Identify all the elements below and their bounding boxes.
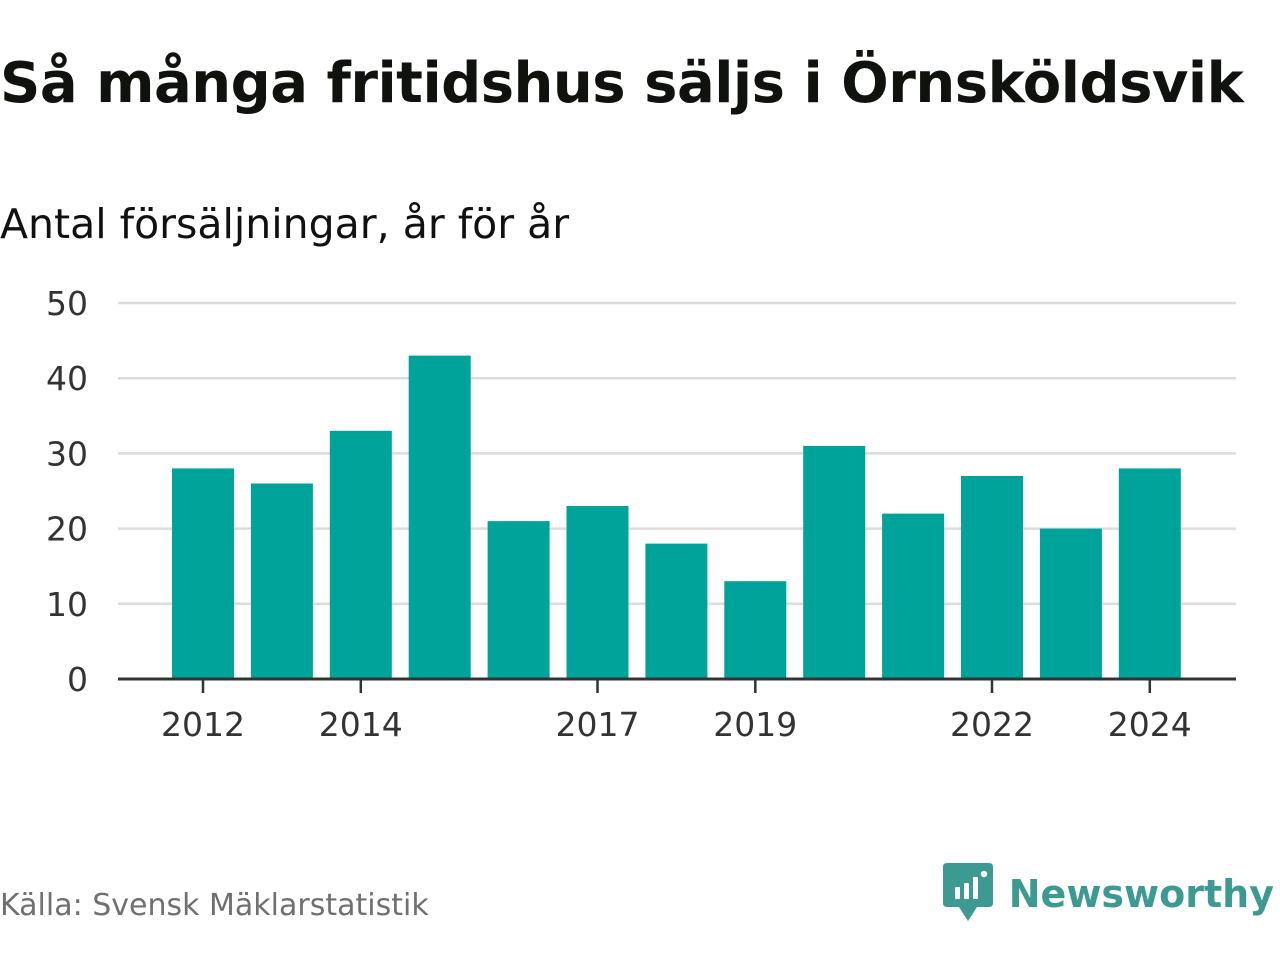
x-axis: 2012 2014 2017 2019 2022 2024 bbox=[118, 677, 1236, 744]
x-tick-label: 2024 bbox=[1108, 705, 1192, 744]
bar-2021 bbox=[882, 513, 945, 679]
bar-2013 bbox=[250, 483, 313, 679]
bar-2016 bbox=[487, 521, 550, 679]
bar-2018 bbox=[645, 543, 708, 679]
chart-title: Så många fritidshus säljs i Örnsköldsvik bbox=[0, 51, 1244, 116]
bar-2014 bbox=[329, 430, 392, 679]
bar-2022 bbox=[961, 476, 1023, 679]
x-tick-label: 2017 bbox=[556, 705, 640, 744]
y-tick-label: 40 bbox=[46, 359, 88, 398]
bar-2024 bbox=[1118, 468, 1181, 679]
brand-logo: Newsworthy bbox=[942, 862, 1274, 926]
x-tick-label: 2014 bbox=[319, 705, 403, 744]
brand-name: Newsworthy bbox=[1008, 872, 1274, 916]
source-note: Källa: Svensk Mäklarstatistik bbox=[0, 888, 429, 923]
bar-2017 bbox=[566, 506, 629, 679]
y-tick-label: 20 bbox=[46, 510, 88, 549]
bar-2015 bbox=[408, 355, 471, 679]
bar-2023 bbox=[1039, 528, 1102, 679]
y-tick-label: 50 bbox=[46, 284, 88, 323]
bar-2019 bbox=[724, 581, 787, 679]
y-tick-label: 30 bbox=[46, 434, 88, 473]
y-tick-label: 0 bbox=[67, 660, 88, 699]
y-axis-labels: 0 10 20 30 40 50 bbox=[46, 284, 88, 699]
y-tick-label: 10 bbox=[46, 585, 88, 624]
bars bbox=[172, 355, 1181, 679]
bar-chart: 0 10 20 30 40 50 2012 2014 2017 2019 2022 2024 bbox=[46, 284, 1236, 744]
x-tick-label: 2012 bbox=[161, 705, 245, 744]
newsworthy-logo-icon bbox=[942, 863, 993, 921]
x-tick-label: 2022 bbox=[950, 705, 1034, 744]
bar-2012 bbox=[172, 468, 234, 679]
x-tick-label: 2019 bbox=[713, 705, 797, 744]
chart-subtitle: Antal försäljningar, år för år bbox=[0, 200, 570, 248]
bar-2020 bbox=[803, 445, 866, 679]
